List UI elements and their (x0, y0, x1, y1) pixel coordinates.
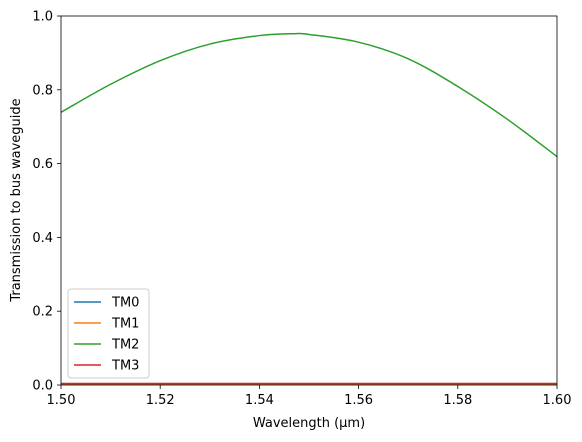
y-tick-label: 0.2 (32, 305, 53, 320)
y-tick-label: 0.8 (32, 83, 53, 98)
legend-label-tm0: TM0 (111, 296, 139, 311)
x-tick-label: 1.56 (344, 393, 373, 408)
y-tick-label: 1.0 (32, 10, 53, 25)
plot-area-frame (60, 15, 558, 386)
y-axis-ticks: 0.0 0.2 0.4 0.6 0.8 1.0 (32, 10, 61, 394)
y-axis-label: Transmission to bus waveguide (9, 98, 24, 302)
x-axis-ticks: 1.50 1.52 1.54 1.56 1.58 1.60 (47, 385, 572, 408)
series-lines (60, 32, 558, 386)
x-tick-label: 1.60 (543, 393, 572, 408)
x-tick-label: 1.54 (245, 393, 274, 408)
legend-label-tm3: TM3 (111, 359, 139, 374)
legend-box (67, 288, 150, 379)
x-tick-label: 1.58 (443, 393, 472, 408)
y-tick-label: 0.0 (32, 379, 53, 394)
x-tick-label: 1.50 (47, 393, 76, 408)
legend-label-tm1: TM1 (111, 317, 139, 332)
legend-label-tm2: TM2 (111, 338, 139, 353)
axes-frame (60, 15, 558, 386)
y-tick-label: 0.6 (32, 157, 53, 172)
x-axis-label: Wavelength (μm) (253, 416, 365, 431)
y-tick-label: 0.4 (32, 231, 53, 246)
x-tick-label: 1.52 (146, 393, 175, 408)
series-line-tm2 (60, 32, 558, 158)
legend: TM0 TM1 TM2 TM3 (67, 288, 150, 379)
